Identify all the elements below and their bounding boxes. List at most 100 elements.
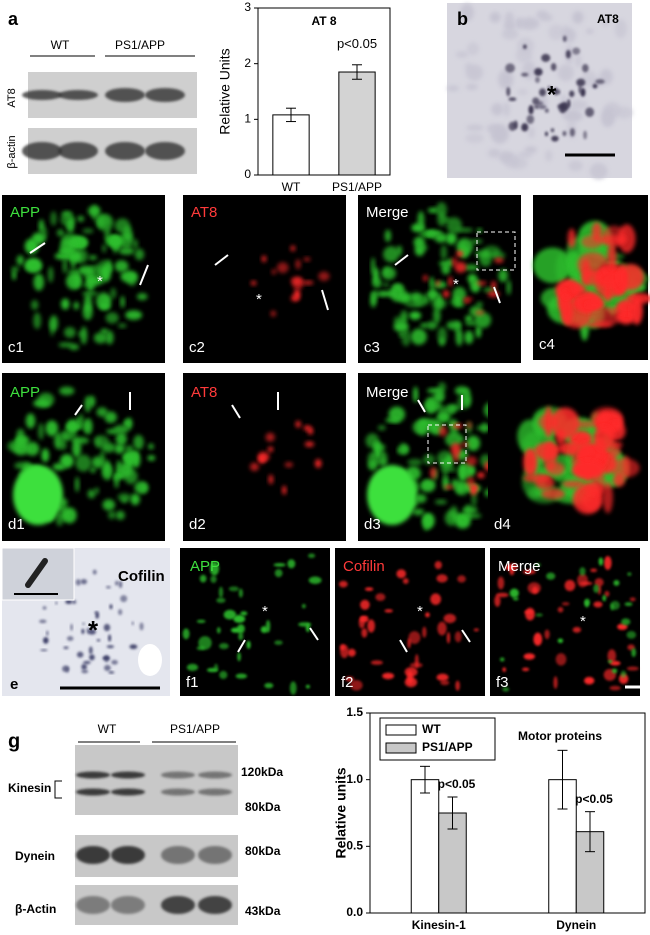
speck	[452, 423, 463, 429]
bar	[410, 779, 440, 914]
arrow	[321, 289, 329, 311]
blot-band	[198, 771, 232, 779]
speck	[73, 271, 80, 288]
speck	[422, 454, 435, 465]
inset-box	[427, 424, 467, 464]
speck	[522, 569, 536, 575]
speck	[66, 636, 74, 641]
x-tick-label: Kinesin-1	[412, 918, 466, 932]
speck	[510, 157, 528, 170]
speck	[383, 282, 389, 288]
speck	[66, 666, 69, 673]
speck	[114, 443, 125, 454]
speck	[581, 235, 603, 249]
speck	[436, 450, 454, 466]
arrow	[394, 254, 409, 266]
speck	[103, 623, 111, 632]
speck	[86, 627, 90, 634]
speck	[129, 644, 138, 650]
speck	[527, 126, 535, 139]
speck	[422, 274, 428, 282]
speck	[338, 580, 348, 588]
plaque-marker: *	[262, 603, 268, 620]
speck	[626, 630, 637, 639]
speck	[524, 146, 537, 154]
speck	[216, 627, 221, 634]
speck	[84, 396, 92, 413]
y-axis-label: Relative Units	[217, 48, 233, 134]
images	[1, 3, 650, 925]
speck	[448, 276, 453, 287]
stain-label: Cofilin	[118, 568, 165, 585]
arrow	[139, 264, 149, 286]
stain-label: Merge	[366, 384, 409, 401]
speck	[435, 280, 441, 287]
speck	[562, 35, 567, 42]
speck	[385, 418, 400, 423]
arrow	[399, 639, 408, 653]
speck	[523, 473, 551, 483]
group-label: PS1/APP	[115, 38, 165, 52]
micrograph	[183, 195, 346, 363]
speck	[55, 601, 58, 605]
speck	[88, 255, 98, 261]
speck	[583, 130, 587, 140]
speck	[38, 423, 45, 440]
speck	[422, 626, 427, 638]
speck	[532, 247, 573, 284]
speck	[582, 64, 589, 73]
blot-band	[111, 896, 145, 914]
y-tick-label: 1.5	[346, 705, 363, 719]
speck	[437, 406, 445, 423]
speck	[118, 247, 135, 255]
speck	[60, 433, 70, 441]
speck	[440, 680, 450, 686]
speck	[593, 425, 615, 451]
stain-label: AT8	[191, 384, 217, 401]
blot-band	[198, 896, 232, 914]
speck	[82, 622, 85, 625]
speck	[91, 456, 104, 469]
plaque-marker: *	[453, 276, 459, 293]
speck	[556, 89, 561, 95]
speck	[448, 404, 461, 412]
panel-label: d3	[364, 516, 381, 533]
speck	[476, 281, 487, 286]
blot-band	[161, 788, 195, 796]
speck	[83, 660, 91, 665]
speck	[535, 613, 543, 617]
speck	[443, 484, 454, 490]
speck	[125, 310, 143, 320]
speck	[527, 582, 541, 594]
speck	[455, 51, 469, 59]
speck	[61, 211, 73, 217]
speck	[581, 270, 600, 286]
speck	[593, 601, 603, 608]
speck	[593, 584, 599, 593]
speck	[345, 676, 355, 682]
speck	[199, 574, 207, 583]
speck	[182, 628, 190, 640]
speck	[519, 17, 540, 30]
speck	[463, 296, 473, 302]
speck	[119, 580, 123, 589]
blot-band	[198, 846, 232, 864]
speck	[474, 311, 492, 329]
speck	[72, 600, 77, 604]
speck	[367, 451, 378, 468]
speck	[506, 279, 512, 296]
band-label: β-Actin	[15, 902, 56, 916]
speck	[31, 232, 46, 245]
arrow	[461, 629, 471, 643]
speck	[108, 634, 112, 642]
speck	[67, 223, 72, 232]
speck	[209, 561, 220, 576]
speck	[550, 62, 557, 71]
speck	[437, 326, 447, 344]
speck	[111, 659, 118, 665]
speck	[551, 135, 559, 142]
speck	[397, 447, 402, 454]
speck	[287, 559, 296, 569]
speck	[14, 461, 31, 470]
speck	[15, 435, 30, 446]
